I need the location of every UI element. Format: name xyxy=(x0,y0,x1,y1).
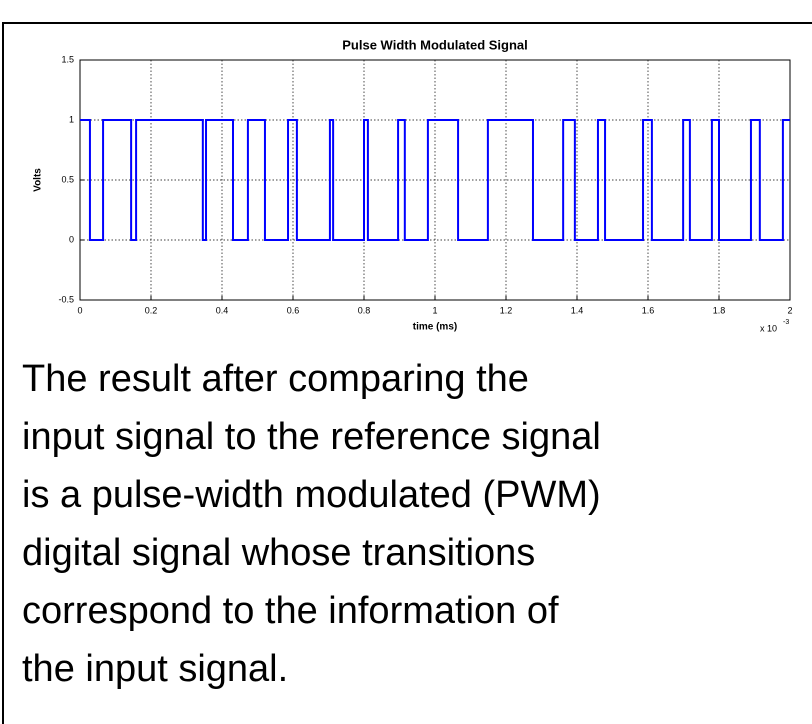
y-tick-label: -0.5 xyxy=(58,294,74,304)
x-tick-label: 1 xyxy=(432,305,437,315)
paragraph-line: correspond to the information of xyxy=(22,590,559,632)
x-tick-label: 1.2 xyxy=(500,305,513,315)
slide-frame xyxy=(2,22,812,724)
x-tick-label: 0.6 xyxy=(287,305,300,315)
y-axis-label: Volts xyxy=(33,168,44,192)
x-axis-label: time (ms) xyxy=(413,322,457,333)
signal-line xyxy=(80,119,790,241)
plot-border xyxy=(79,59,791,301)
y-tick-label: 0.5 xyxy=(61,174,74,184)
x-tick-label: 0.4 xyxy=(216,305,229,315)
y-tick-label: 1.5 xyxy=(61,54,74,64)
chart-title: Pulse Width Modulated Signal xyxy=(342,37,528,52)
paragraph-line: the input signal. xyxy=(22,648,289,690)
x-multiplier: x 10 xyxy=(760,323,777,333)
x-tick-label: 1.6 xyxy=(642,305,655,315)
x-multiplier-exponent: -3 xyxy=(783,319,789,326)
x-tick-label: 0 xyxy=(77,305,82,315)
x-tick-label: 2 xyxy=(787,305,792,315)
y-tick-label: 1 xyxy=(69,114,74,124)
paragraph-line: The result after comparing the xyxy=(22,358,529,400)
paragraph-line: digital signal whose transitions xyxy=(22,532,536,574)
y-tick-label: 0 xyxy=(69,234,74,244)
x-tick-label: 0.2 xyxy=(145,305,158,315)
chart: Pulse Width Modulated Signal time (ms) V… xyxy=(33,37,793,333)
x-tick-label: 0.8 xyxy=(358,305,371,315)
x-tick-label: 1.8 xyxy=(713,305,726,315)
paragraph-line: is a pulse-width modulated (PWM) xyxy=(22,474,601,516)
paragraph-line: input signal to the reference signal xyxy=(22,416,601,458)
x-tick-label: 1.4 xyxy=(571,305,584,315)
paragraph: The result after comparing the input sign… xyxy=(22,350,812,698)
